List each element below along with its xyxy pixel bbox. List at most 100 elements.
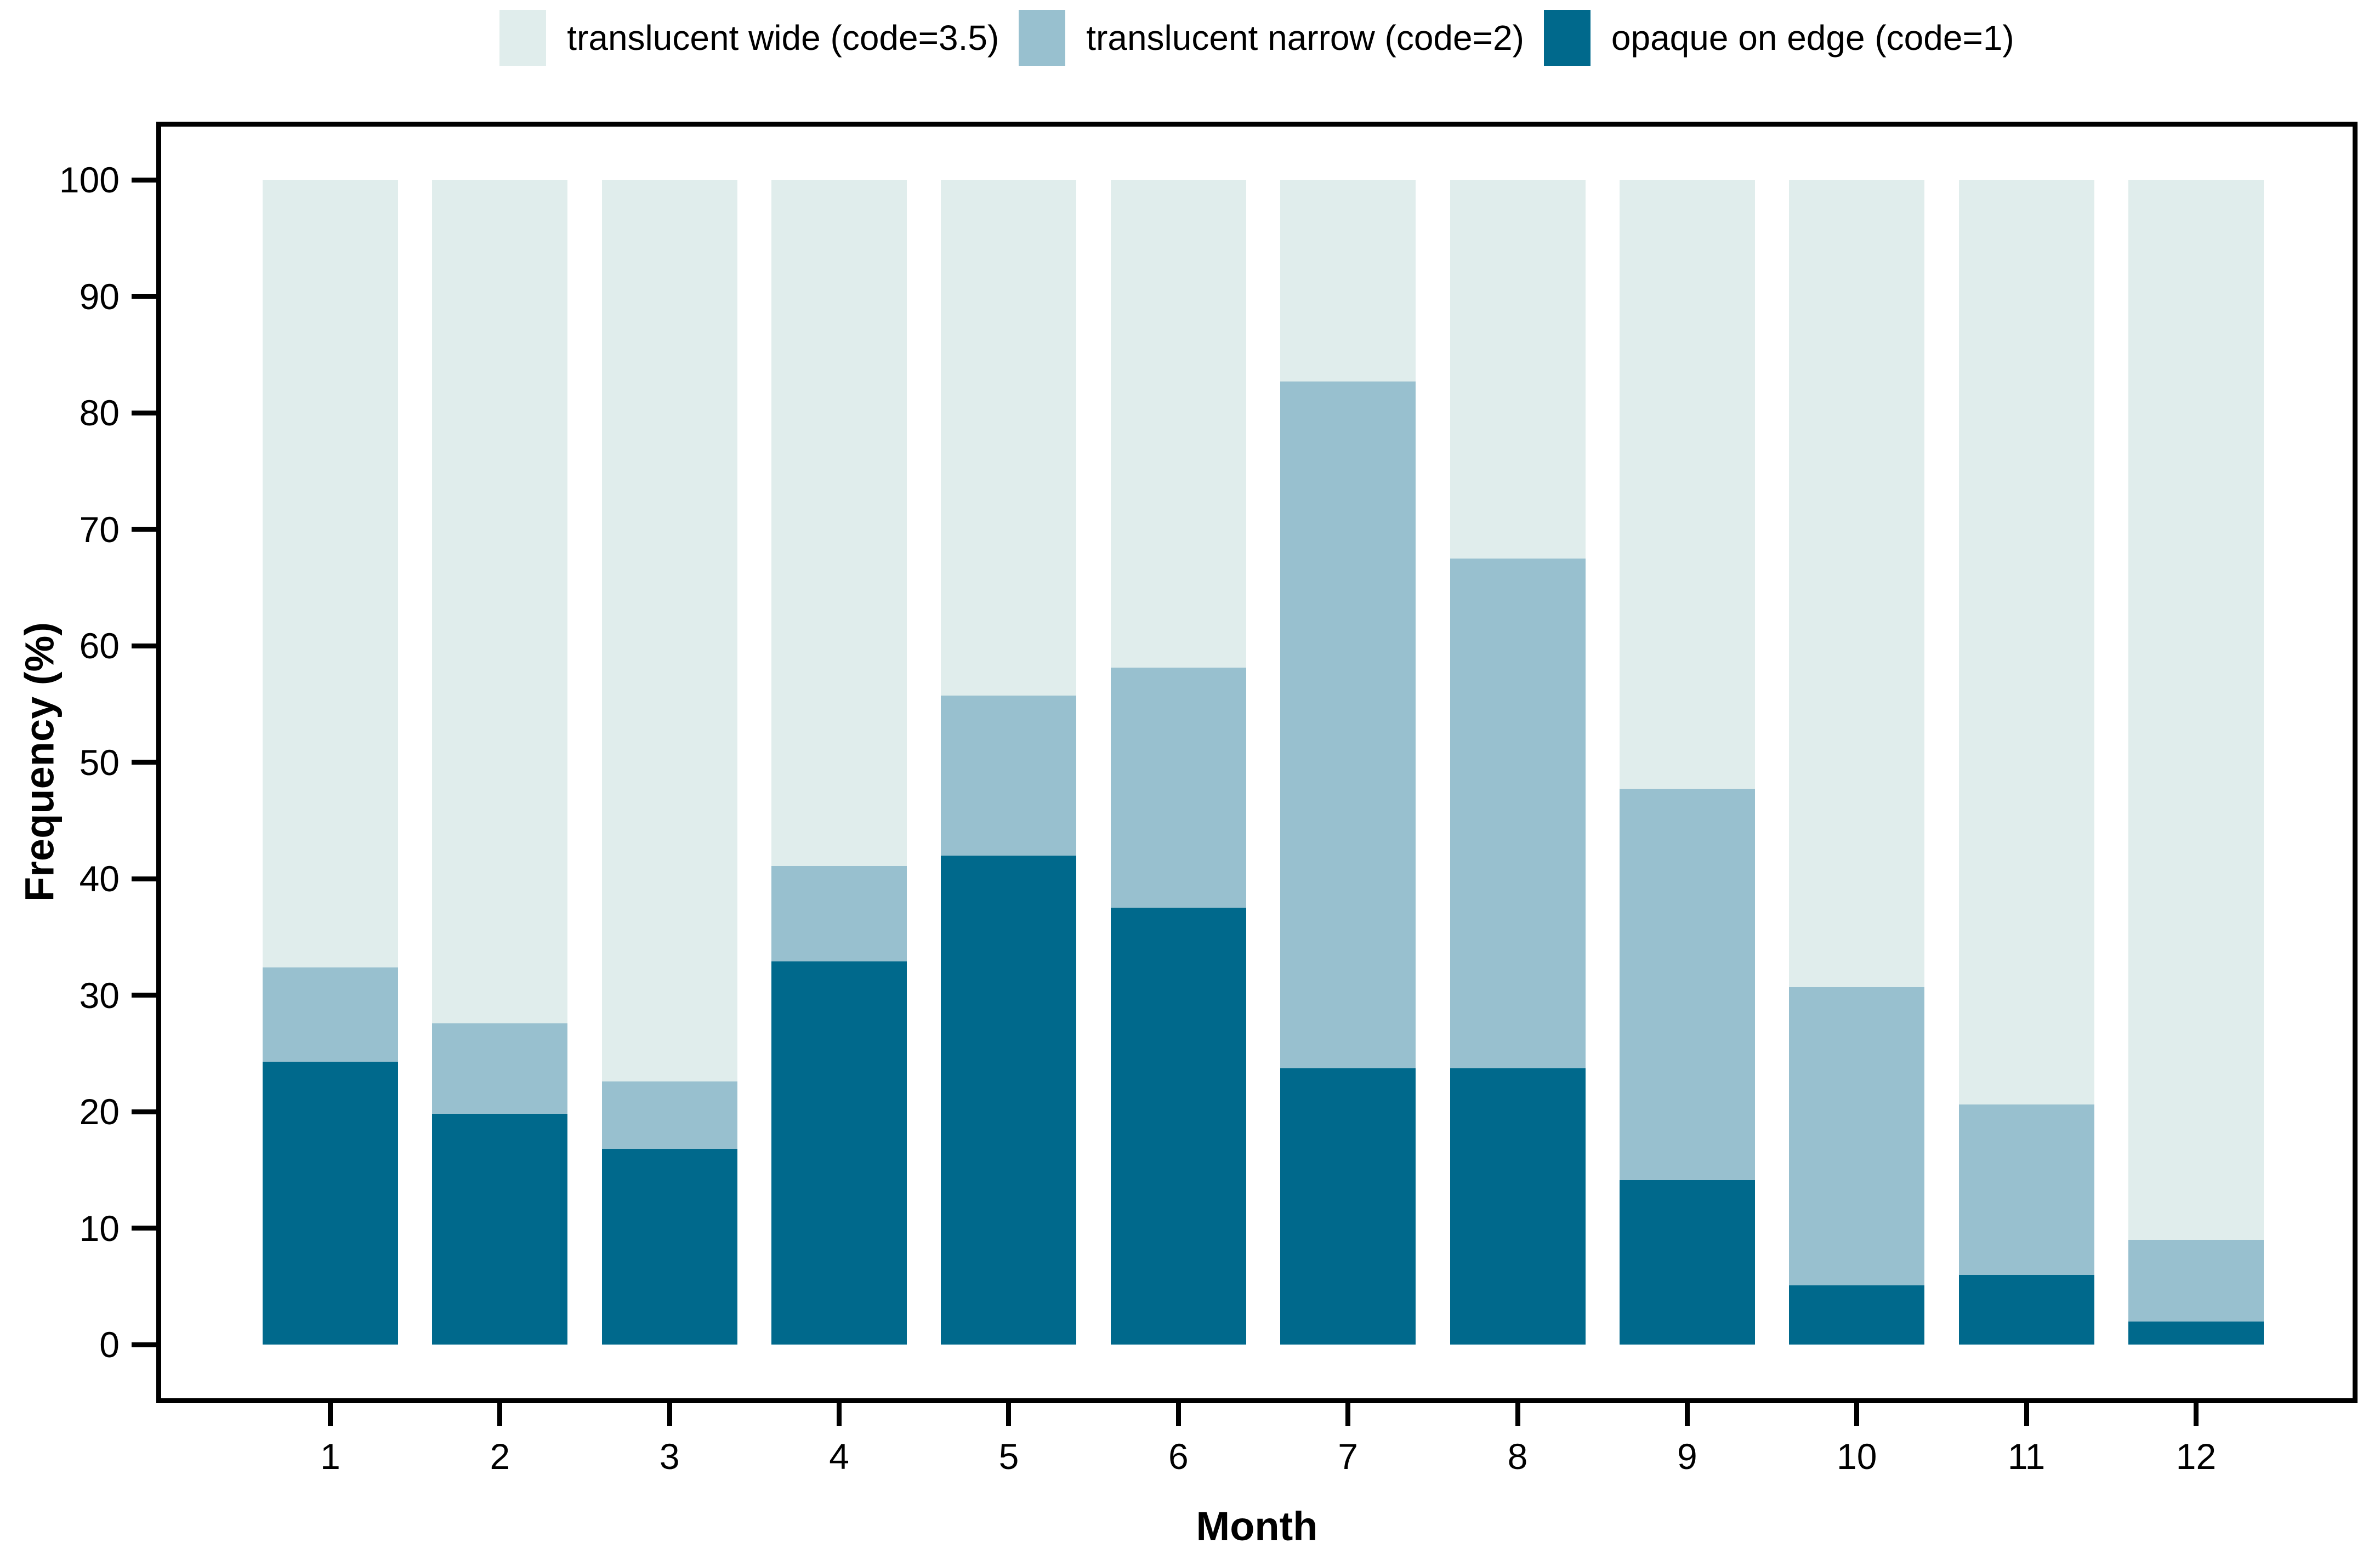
x-tick — [1175, 1403, 1181, 1426]
legend-label: translucent wide (code=3.5) — [567, 18, 999, 58]
bar-segment — [263, 967, 398, 1062]
x-slot: 8 — [1450, 1403, 1586, 1474]
x-axis-title: Month — [1196, 1504, 1318, 1549]
bar-month-2 — [432, 180, 568, 1345]
y-tick-label: 0 — [99, 1324, 120, 1365]
bar-segment — [2128, 180, 2264, 1240]
bar-segment — [1958, 1104, 2094, 1275]
y-tick-label: 80 — [79, 392, 120, 433]
x-tick-label: 10 — [1837, 1436, 1877, 1477]
x-slot: 12 — [2128, 1403, 2264, 1474]
y-tick — [132, 1342, 157, 1347]
y-tick — [132, 527, 157, 532]
y-tick — [132, 993, 157, 998]
y-tick-label: 40 — [79, 858, 120, 899]
bar-month-1 — [263, 180, 398, 1345]
plot-area — [156, 122, 2358, 1403]
y-tick — [132, 410, 157, 415]
bar-month-5 — [941, 180, 1077, 1345]
bar-segment — [1450, 180, 1586, 559]
x-tick — [667, 1403, 672, 1426]
x-tick-label: 2 — [490, 1436, 510, 1477]
x-slot: 2 — [432, 1403, 567, 1474]
x-tick-label: 6 — [1168, 1436, 1189, 1477]
y-tick-label: 20 — [79, 1091, 120, 1132]
x-slot: 6 — [1111, 1403, 1246, 1474]
x-tick-label: 9 — [1677, 1436, 1697, 1477]
x-tick — [328, 1403, 333, 1426]
y-tick-label: 100 — [59, 160, 120, 200]
bar-segment — [1619, 1180, 1755, 1345]
y-tick — [132, 177, 157, 183]
x-slot: 9 — [1620, 1403, 1755, 1474]
legend-swatch — [1543, 10, 1591, 66]
bar-segment — [1789, 1285, 1925, 1345]
x-tick — [1684, 1403, 1690, 1426]
x-slot: 5 — [941, 1403, 1076, 1474]
x-tick-label: 12 — [2175, 1436, 2217, 1477]
x-tick-label: 8 — [1507, 1436, 1528, 1477]
bar-segment — [941, 855, 1077, 1345]
bar-segment — [1450, 558, 1586, 1069]
x-slot: 10 — [1789, 1403, 1924, 1474]
bar-segment — [601, 1081, 737, 1149]
chart-legend: translucent wide (code=3.5) translucent n… — [156, 10, 2358, 66]
bar-segment — [941, 696, 1077, 856]
bar-segment — [1110, 908, 1246, 1345]
x-slot: 1 — [263, 1403, 398, 1474]
y-tick-label: 60 — [79, 625, 120, 666]
bar-segment — [771, 865, 907, 961]
x-tick-label: 3 — [659, 1436, 680, 1477]
bar-month-4 — [771, 180, 907, 1345]
y-tick — [132, 294, 157, 299]
y-tick — [132, 1109, 157, 1114]
bar-segment — [771, 180, 907, 866]
x-tick — [1006, 1403, 1012, 1426]
bar-segment — [432, 180, 568, 1023]
bar-segment — [941, 180, 1077, 696]
bar-segment — [432, 1114, 568, 1345]
y-tick — [132, 760, 157, 765]
y-tick — [132, 1226, 157, 1231]
x-tick-label: 5 — [998, 1436, 1019, 1477]
bar-segment — [1789, 987, 1925, 1285]
x-tick — [1854, 1403, 1860, 1426]
x-slot: 7 — [1280, 1403, 1416, 1474]
y-tick-label: 10 — [79, 1208, 120, 1249]
bar-month-10 — [1789, 180, 1925, 1345]
bar-segment — [263, 180, 398, 967]
bar-segment — [601, 180, 737, 1081]
x-tick — [1345, 1403, 1351, 1426]
bar-segment — [1958, 1274, 2094, 1345]
legend-item: translucent narrow (code=2) — [1019, 10, 1524, 66]
x-tick — [497, 1403, 503, 1426]
x-tick-label: 11 — [2007, 1436, 2046, 1477]
bar-segment — [1958, 180, 2094, 1105]
bar-segment — [1280, 381, 1416, 1069]
y-tick-label: 30 — [79, 975, 120, 1016]
legend-label: translucent narrow (code=2) — [1086, 18, 1524, 58]
bar-segment — [1450, 1068, 1586, 1345]
legend-item: opaque on edge (code=1) — [1543, 10, 2014, 66]
bar-segment — [263, 1061, 398, 1345]
x-tick — [837, 1403, 842, 1426]
x-tick-label: 4 — [829, 1436, 849, 1477]
bars-area — [263, 180, 2264, 1345]
bar-segment — [1280, 1068, 1416, 1345]
bar-month-12 — [2128, 180, 2264, 1345]
x-tick-label: 1 — [320, 1436, 340, 1477]
x-tick — [1515, 1403, 1520, 1426]
legend-swatch — [499, 10, 547, 66]
bar-segment — [771, 961, 907, 1345]
y-tick-label: 70 — [79, 509, 120, 550]
bar-month-9 — [1619, 180, 1755, 1345]
y-tick — [132, 643, 157, 648]
bar-month-11 — [1958, 180, 2094, 1345]
bar-month-3 — [601, 180, 737, 1345]
legend-item: translucent wide (code=3.5) — [499, 10, 999, 66]
y-tick-label: 90 — [79, 276, 120, 317]
x-tick — [2024, 1403, 2029, 1426]
bar-segment — [432, 1023, 568, 1114]
bar-month-6 — [1110, 180, 1246, 1345]
